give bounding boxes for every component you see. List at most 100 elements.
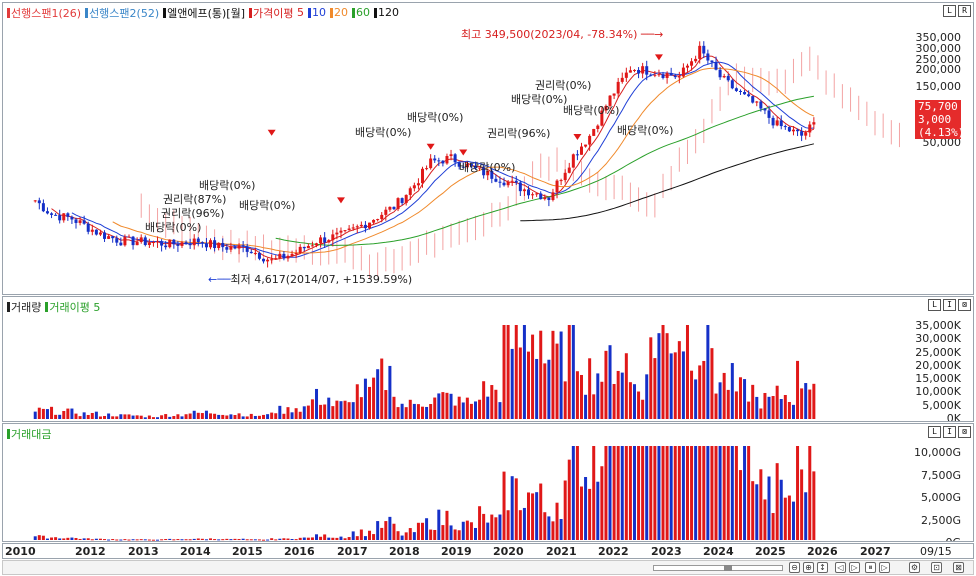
amount-bar	[425, 518, 429, 540]
volume-bar	[677, 341, 681, 419]
candle-body	[408, 188, 412, 195]
candle	[677, 71, 681, 84]
amount-bar	[392, 523, 396, 540]
candle-body	[388, 206, 392, 210]
amount-bar	[315, 534, 319, 540]
amount-bar	[449, 525, 453, 540]
window-icon[interactable]: ⊡	[931, 562, 942, 573]
volume-bar	[547, 359, 551, 419]
amount-bar	[791, 501, 795, 540]
right-axis-button[interactable]: R	[958, 5, 971, 17]
amount-pane[interactable]: 거래대금 L I ⊠ 10,000G 7,500G 5,000G 2,500G …	[2, 423, 974, 542]
candle	[388, 206, 392, 212]
volume-bar	[119, 414, 123, 419]
candle	[103, 230, 107, 242]
volume-bar	[445, 392, 449, 419]
amount-bar	[469, 522, 473, 540]
amount-bar	[604, 446, 608, 540]
amount-bar	[204, 539, 208, 541]
candle-body	[184, 242, 188, 244]
next-icon[interactable]: ▷	[849, 562, 860, 573]
zoom-in-icon[interactable]: ⊕	[803, 562, 814, 573]
scroll-track[interactable]	[653, 565, 783, 571]
volume-bar	[347, 402, 351, 419]
candle	[685, 63, 689, 72]
ichimoku-cloud	[140, 46, 900, 279]
volume-bar	[604, 350, 608, 419]
volume-bar	[669, 353, 673, 419]
candle	[298, 244, 302, 254]
candle	[518, 180, 522, 197]
candle-body	[722, 76, 726, 78]
candle	[738, 89, 742, 95]
log-scale-button[interactable]: L	[943, 5, 956, 17]
candle	[335, 227, 339, 240]
candle	[498, 176, 502, 188]
volume-bar	[160, 415, 164, 419]
amount-bar	[294, 539, 298, 541]
close-icon[interactable]: ⊠	[953, 562, 964, 573]
pane-l-button[interactable]: L	[928, 426, 941, 438]
resize-icon[interactable]: ↕	[817, 562, 828, 573]
candle	[315, 242, 319, 248]
volume-bar	[535, 358, 539, 419]
amount-bar	[347, 537, 351, 540]
candle	[429, 154, 433, 170]
amount-bar	[400, 535, 404, 540]
volume-bar	[457, 396, 461, 419]
amount-bar	[368, 530, 372, 540]
candle-body	[257, 252, 261, 259]
volume-bar	[229, 414, 233, 419]
pane-l-button[interactable]: L	[928, 299, 941, 311]
zoom-out-icon[interactable]: ⊖	[789, 562, 800, 573]
prev-icon[interactable]: ◁	[835, 562, 846, 573]
event-arrow	[654, 54, 663, 61]
candle	[351, 223, 355, 231]
price-pane[interactable]: 선행스팬1(26) 선행스팬2(52) 엘앤에프(통)[월] 가격이평 5 10…	[2, 2, 974, 295]
pane-i-button[interactable]: I	[943, 299, 956, 311]
event-label: 권리락(96%)	[487, 127, 551, 140]
amount-bar	[343, 538, 347, 540]
candle-body	[624, 72, 628, 78]
amount-bar	[176, 539, 180, 541]
candle	[796, 128, 800, 137]
candle	[661, 71, 665, 80]
amount-bar	[408, 528, 412, 540]
volume-bar	[400, 403, 404, 419]
candle-body	[400, 198, 404, 204]
y-tick: 5,000K	[922, 398, 961, 412]
candle	[139, 234, 143, 244]
amount-bar	[412, 532, 416, 540]
candle-body	[319, 237, 323, 244]
volume-pane[interactable]: 거래량 거래이평 5 L I ⊠ 35,000K 30,000K 25,000K…	[2, 296, 974, 422]
volume-bar	[176, 414, 180, 419]
candle-body	[543, 197, 547, 200]
candle	[380, 212, 384, 223]
scroll-thumb[interactable]	[724, 565, 732, 571]
volume-bar	[551, 330, 555, 419]
candle-body	[131, 236, 135, 246]
volume-bar	[62, 410, 66, 419]
candle-body	[461, 166, 465, 168]
amount-bar	[653, 446, 657, 540]
pane-i-button[interactable]: I	[943, 426, 956, 438]
candle	[94, 229, 98, 236]
candle	[123, 234, 127, 247]
pane-close-button[interactable]: ⊠	[958, 299, 971, 311]
play-icon[interactable]: ▷	[879, 562, 890, 573]
volume-bar	[763, 392, 767, 419]
volume-bar	[290, 412, 294, 419]
volume-bar	[111, 416, 115, 419]
volume-bar	[628, 382, 632, 419]
volume-bar	[343, 400, 347, 419]
pause-icon[interactable]: ⏸	[865, 562, 876, 573]
amount-bar	[714, 446, 718, 540]
candle	[306, 243, 310, 249]
volume-bar	[82, 412, 86, 419]
amount-bar	[718, 446, 722, 540]
x-tick: 2024	[703, 545, 734, 558]
settings-icon[interactable]: ⚙	[909, 562, 920, 573]
volume-bar	[461, 402, 465, 419]
pane-close-button[interactable]: ⊠	[958, 426, 971, 438]
candle	[107, 234, 111, 240]
